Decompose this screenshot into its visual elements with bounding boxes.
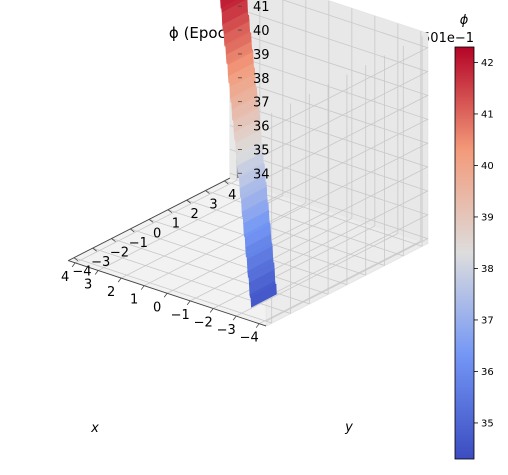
x-tick-mark <box>140 285 145 290</box>
y-tick-mark <box>224 180 229 185</box>
colorbar-tick-label: 40 <box>481 161 494 172</box>
z-tick-label: 34 <box>253 167 270 182</box>
grid-line <box>205 190 404 257</box>
x-tick-mark <box>209 308 214 313</box>
x-tick-label: 0 <box>153 300 161 315</box>
y-tick-label: 0 <box>153 226 161 241</box>
x-tick-label: 1 <box>130 293 138 308</box>
grid-line <box>143 202 307 287</box>
y-axis-label: y <box>344 420 353 435</box>
y-tick-label: 3 <box>209 198 217 213</box>
y-tick-mark <box>205 190 210 194</box>
surface-facet <box>250 283 277 308</box>
colorbar-ticks: 35 36 37 38 39 40 41 42 <box>474 58 494 429</box>
grid-line <box>229 149 429 298</box>
y-tick-mark <box>186 199 191 204</box>
colorbar-tick-label: 42 <box>481 58 494 69</box>
x-tick-label: 2 <box>107 285 115 300</box>
z-tick-label: 38 <box>253 72 270 87</box>
grid-line <box>265 0 429 131</box>
x-tick-mark <box>71 262 76 268</box>
x-tick-label: −1 <box>171 308 190 323</box>
grid-line <box>229 5 429 155</box>
y-tick-label: 1 <box>172 217 180 232</box>
grid-line <box>229 77 429 227</box>
x-tick-mark <box>94 270 99 275</box>
z-tick-label: 35 <box>253 143 270 158</box>
grid-line <box>229 125 429 274</box>
y-tick-label: −1 <box>129 236 148 251</box>
colorbar: ϕ 35 36 37 38 39 40 41 42 <box>454 13 494 460</box>
axes-3d <box>67 0 429 327</box>
y-tick-mark <box>148 219 154 223</box>
colorbar-tick-label: 36 <box>481 367 494 378</box>
z-tick-label: 40 <box>253 24 270 39</box>
x-tick-label: 4 <box>61 270 69 285</box>
y-tick-mark <box>73 257 79 262</box>
x-axis-label: x <box>90 421 99 436</box>
z-tick-label: 37 <box>253 96 270 111</box>
colorbar-gradient <box>454 46 475 460</box>
x-tick-mark <box>186 300 191 306</box>
grid-line <box>229 101 429 250</box>
grid-line <box>229 53 429 203</box>
grid-line <box>229 172 429 322</box>
x-tick-mark <box>255 323 260 328</box>
x-tick-label: −2 <box>194 315 213 330</box>
x-tick-label: −4 <box>240 331 259 346</box>
y-tick-mark <box>130 228 135 233</box>
grid-line <box>186 199 385 266</box>
colorbar-tick-label: 41 <box>481 109 494 120</box>
y-tick-label: 2 <box>191 207 199 222</box>
y-tick-label: 4 <box>228 188 236 203</box>
x-tick-label: −3 <box>217 323 236 338</box>
x-tick-mark <box>232 315 237 321</box>
colorbar-tick-label: 39 <box>481 212 494 223</box>
y-tick-mark <box>92 247 97 252</box>
y-tick-label: −3 <box>91 255 110 270</box>
x-tick-mark <box>163 293 168 298</box>
y-tick-label: −2 <box>110 246 129 261</box>
x-tick-label: 3 <box>84 277 92 292</box>
colorbar-tick-label: 37 <box>481 315 494 326</box>
y-tick-label: −4 <box>72 265 91 280</box>
colorbar-tick-label: 38 <box>481 264 494 275</box>
z-tick-label: 39 <box>253 48 270 63</box>
grid-line <box>74 179 238 264</box>
colorbar-label: ϕ <box>460 13 469 28</box>
z-tick-label: 36 <box>253 120 270 135</box>
colorbar-tick-label: 35 <box>481 418 494 429</box>
z-tick-label: 41 <box>253 0 270 15</box>
x-tick-mark <box>117 277 122 283</box>
surface-plot <box>220 0 277 308</box>
y-tick-mark <box>167 209 173 214</box>
y-tick-mark <box>111 238 116 242</box>
grid-line <box>229 29 429 179</box>
grid-line <box>97 187 261 271</box>
